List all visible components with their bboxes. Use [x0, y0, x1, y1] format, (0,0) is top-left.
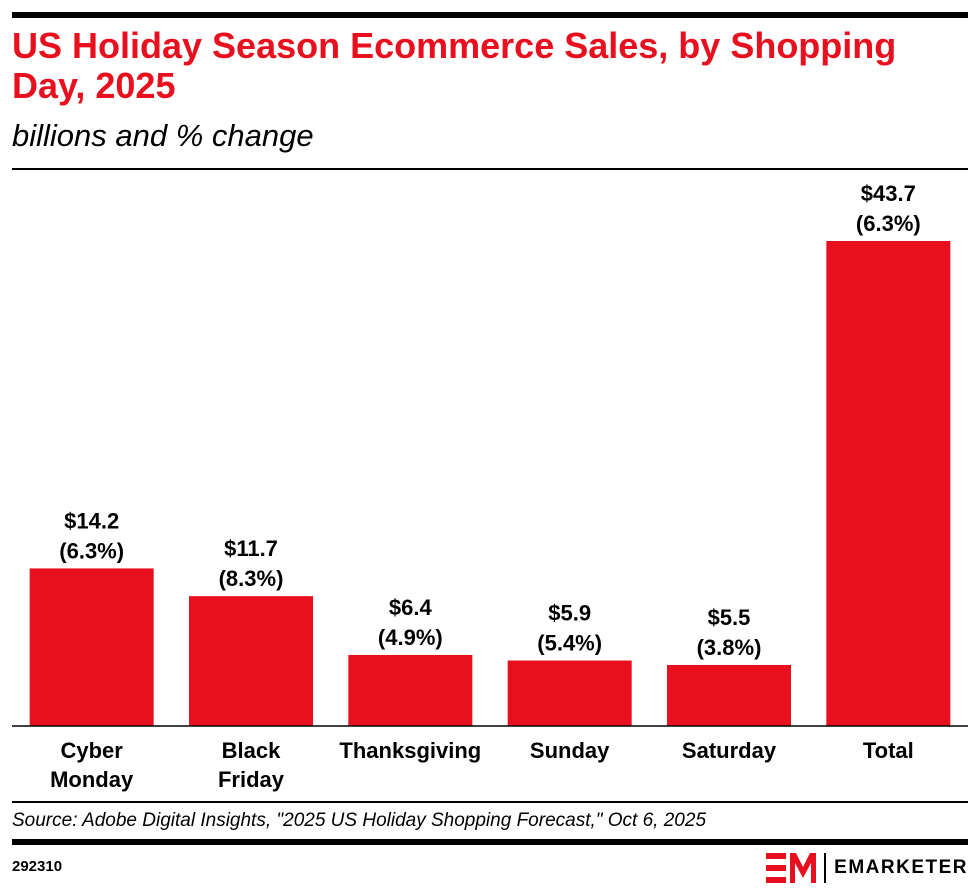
category-label-saturday: Saturday: [682, 738, 777, 763]
change-label-total: (6.3%): [856, 211, 921, 236]
header-rule: [12, 168, 968, 170]
change-label-saturday: (3.8%): [697, 635, 762, 660]
source-top-rule: [12, 801, 968, 803]
category-label-cyber-monday: Cyber Monday: [50, 738, 134, 792]
bars-group: [29, 241, 951, 726]
change-label-sunday: (5.4%): [537, 631, 602, 656]
category-label-sunday: Sunday: [530, 738, 610, 763]
bar-chart: $14.2 (6.3%) Cyber Monday $11.7 (8.3%) Black Fr…: [12, 181, 968, 792]
change-label-black-friday: (8.3%): [219, 566, 284, 591]
chart-id: 292310: [12, 858, 63, 875]
bar-thanksgiving: [348, 654, 473, 726]
labels-group: $14.2 (6.3%) Cyber Monday $11.7 (8.3%) Black Fr…: [50, 181, 921, 792]
bar-black-friday: [189, 596, 313, 726]
brand-divider: [824, 853, 827, 883]
change-label-thanksgiving: (4.9%): [378, 625, 443, 650]
value-label-sunday: $5.9: [548, 601, 591, 626]
category-label-total: Total: [863, 738, 914, 763]
em-logo-icon: [766, 853, 817, 883]
chart-title: US Holiday Season Ecommerce Sales, by Sh…: [12, 25, 897, 106]
brand: EMARKETER: [766, 851, 968, 885]
value-label-total: $43.7: [861, 181, 916, 206]
change-label-cyber-monday: (6.3%): [59, 538, 124, 563]
value-label-black-friday: $11.7: [224, 536, 278, 561]
bar-cyber-monday: [29, 568, 154, 726]
category-label-thanksgiving: Thanksgiving: [339, 738, 481, 763]
value-label-cyber-monday: $14.2: [64, 508, 119, 533]
value-label-saturday: $5.5: [708, 605, 751, 630]
footer-rule: [12, 839, 968, 845]
bar-saturday: [667, 664, 791, 726]
top-rule: [12, 12, 968, 18]
value-label-thanksgiving: $6.4: [389, 595, 433, 620]
bar-total: [826, 241, 951, 726]
chart-subtitle: billions and % change: [12, 118, 314, 153]
bar-sunday: [507, 660, 632, 726]
brand-name: EMARKETER: [834, 857, 968, 878]
source-note: Source: Adobe Digital Insights, "2025 US…: [12, 810, 707, 831]
category-label-black-friday: Black Friday: [218, 738, 285, 792]
